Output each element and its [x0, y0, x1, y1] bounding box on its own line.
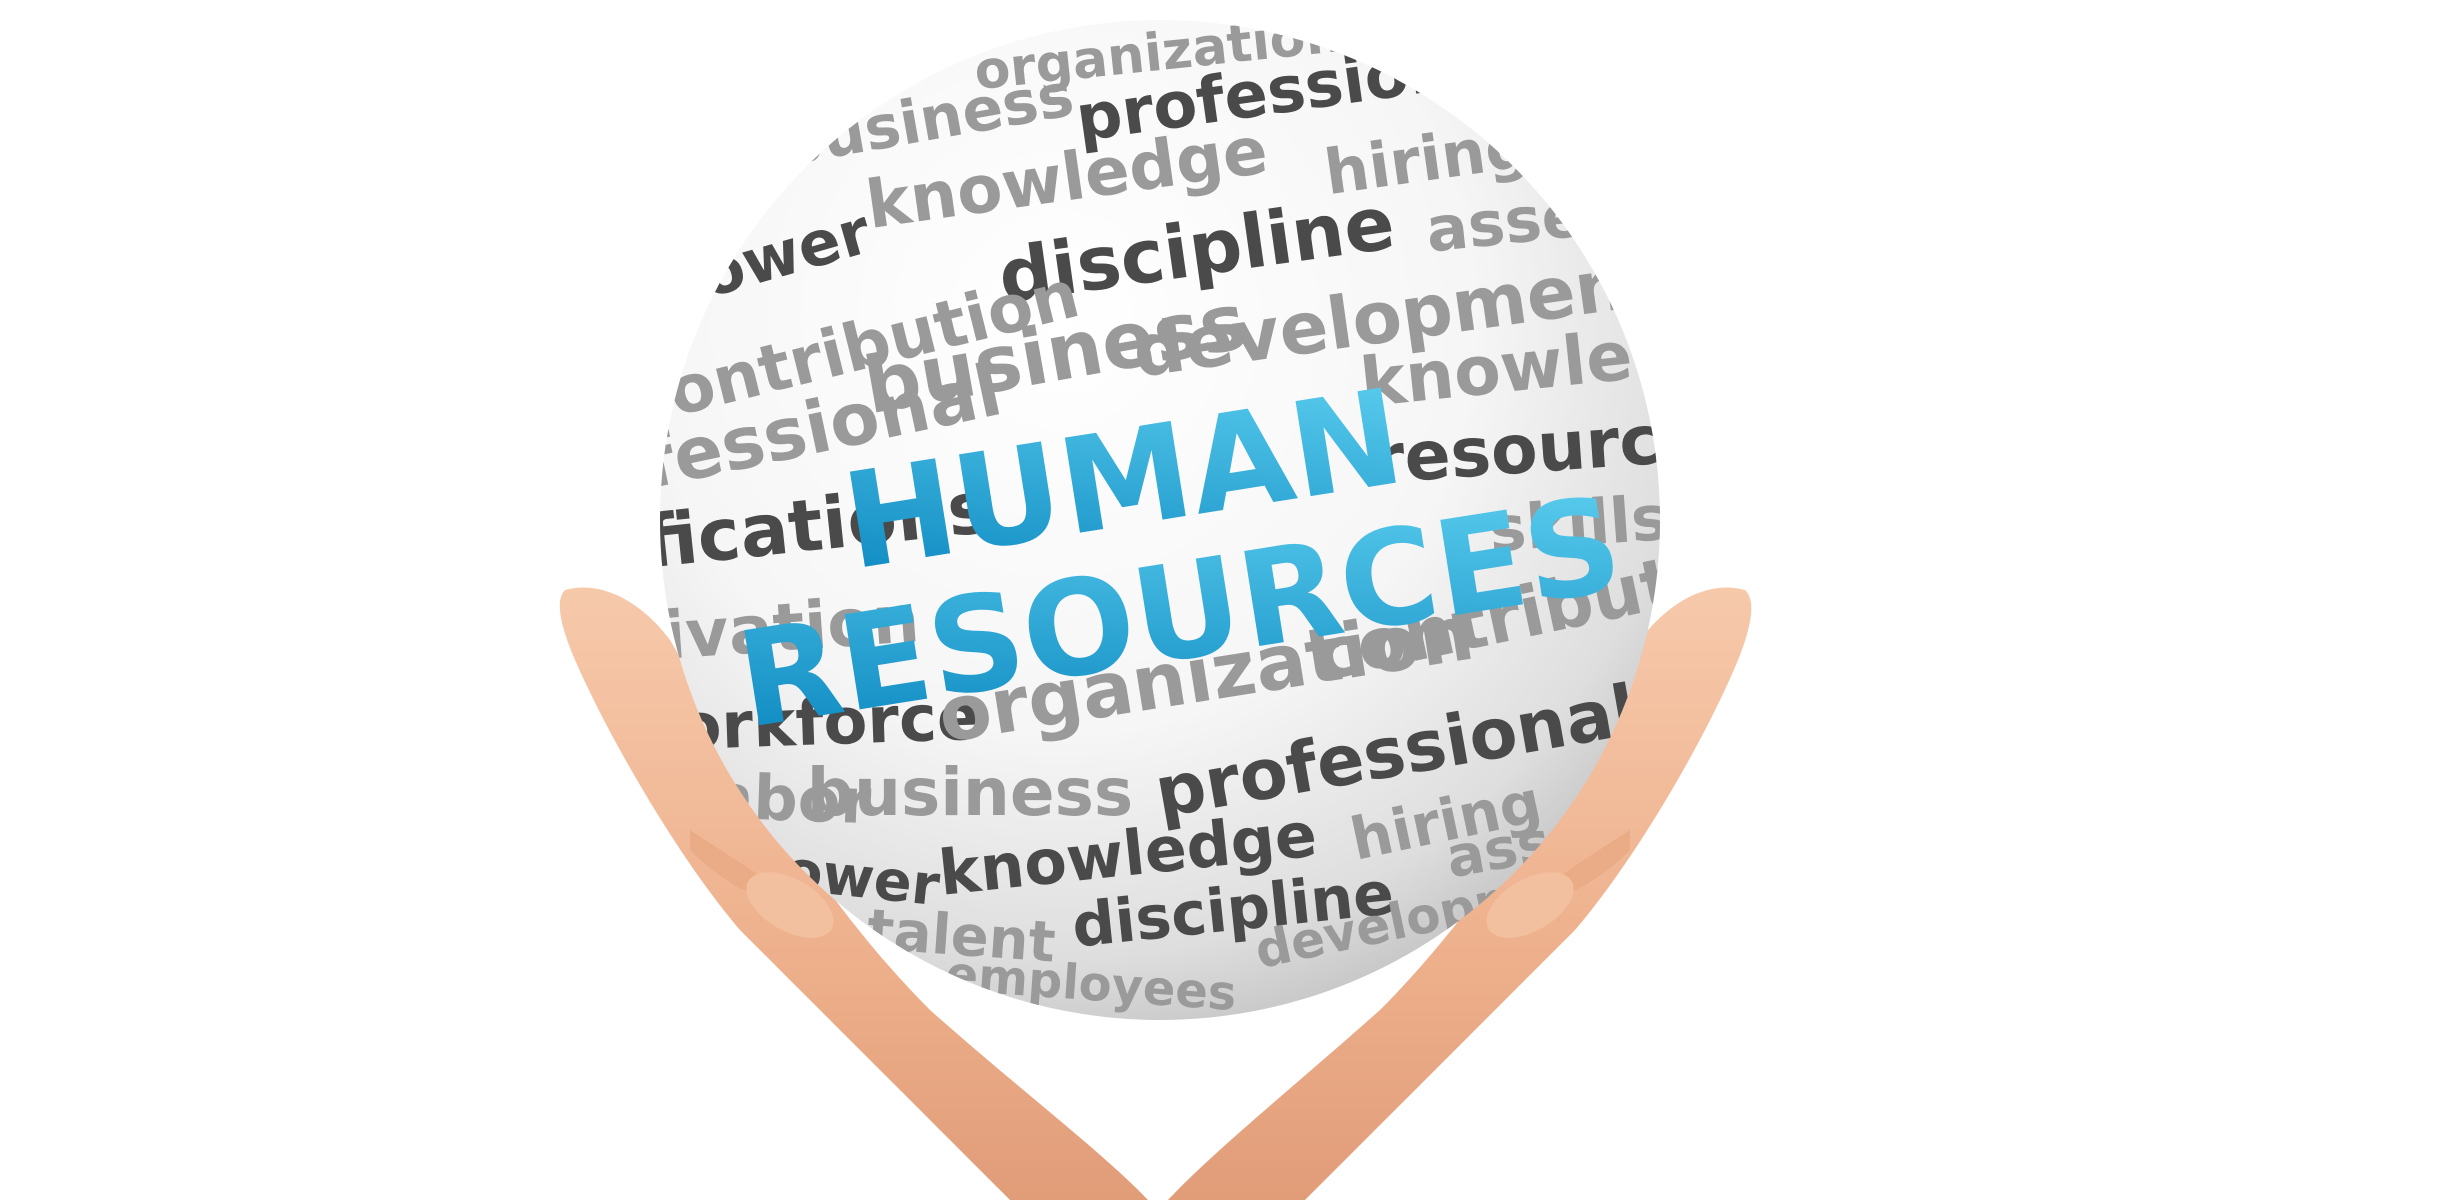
word-sphere: organizationbusinessprofessionalknowledg…	[660, 20, 1670, 1020]
left-hand	[559, 587, 1148, 1200]
sphere-word: skills	[1487, 481, 1670, 566]
fingertips	[690, 830, 1630, 938]
sphere-word: business	[807, 754, 1133, 831]
